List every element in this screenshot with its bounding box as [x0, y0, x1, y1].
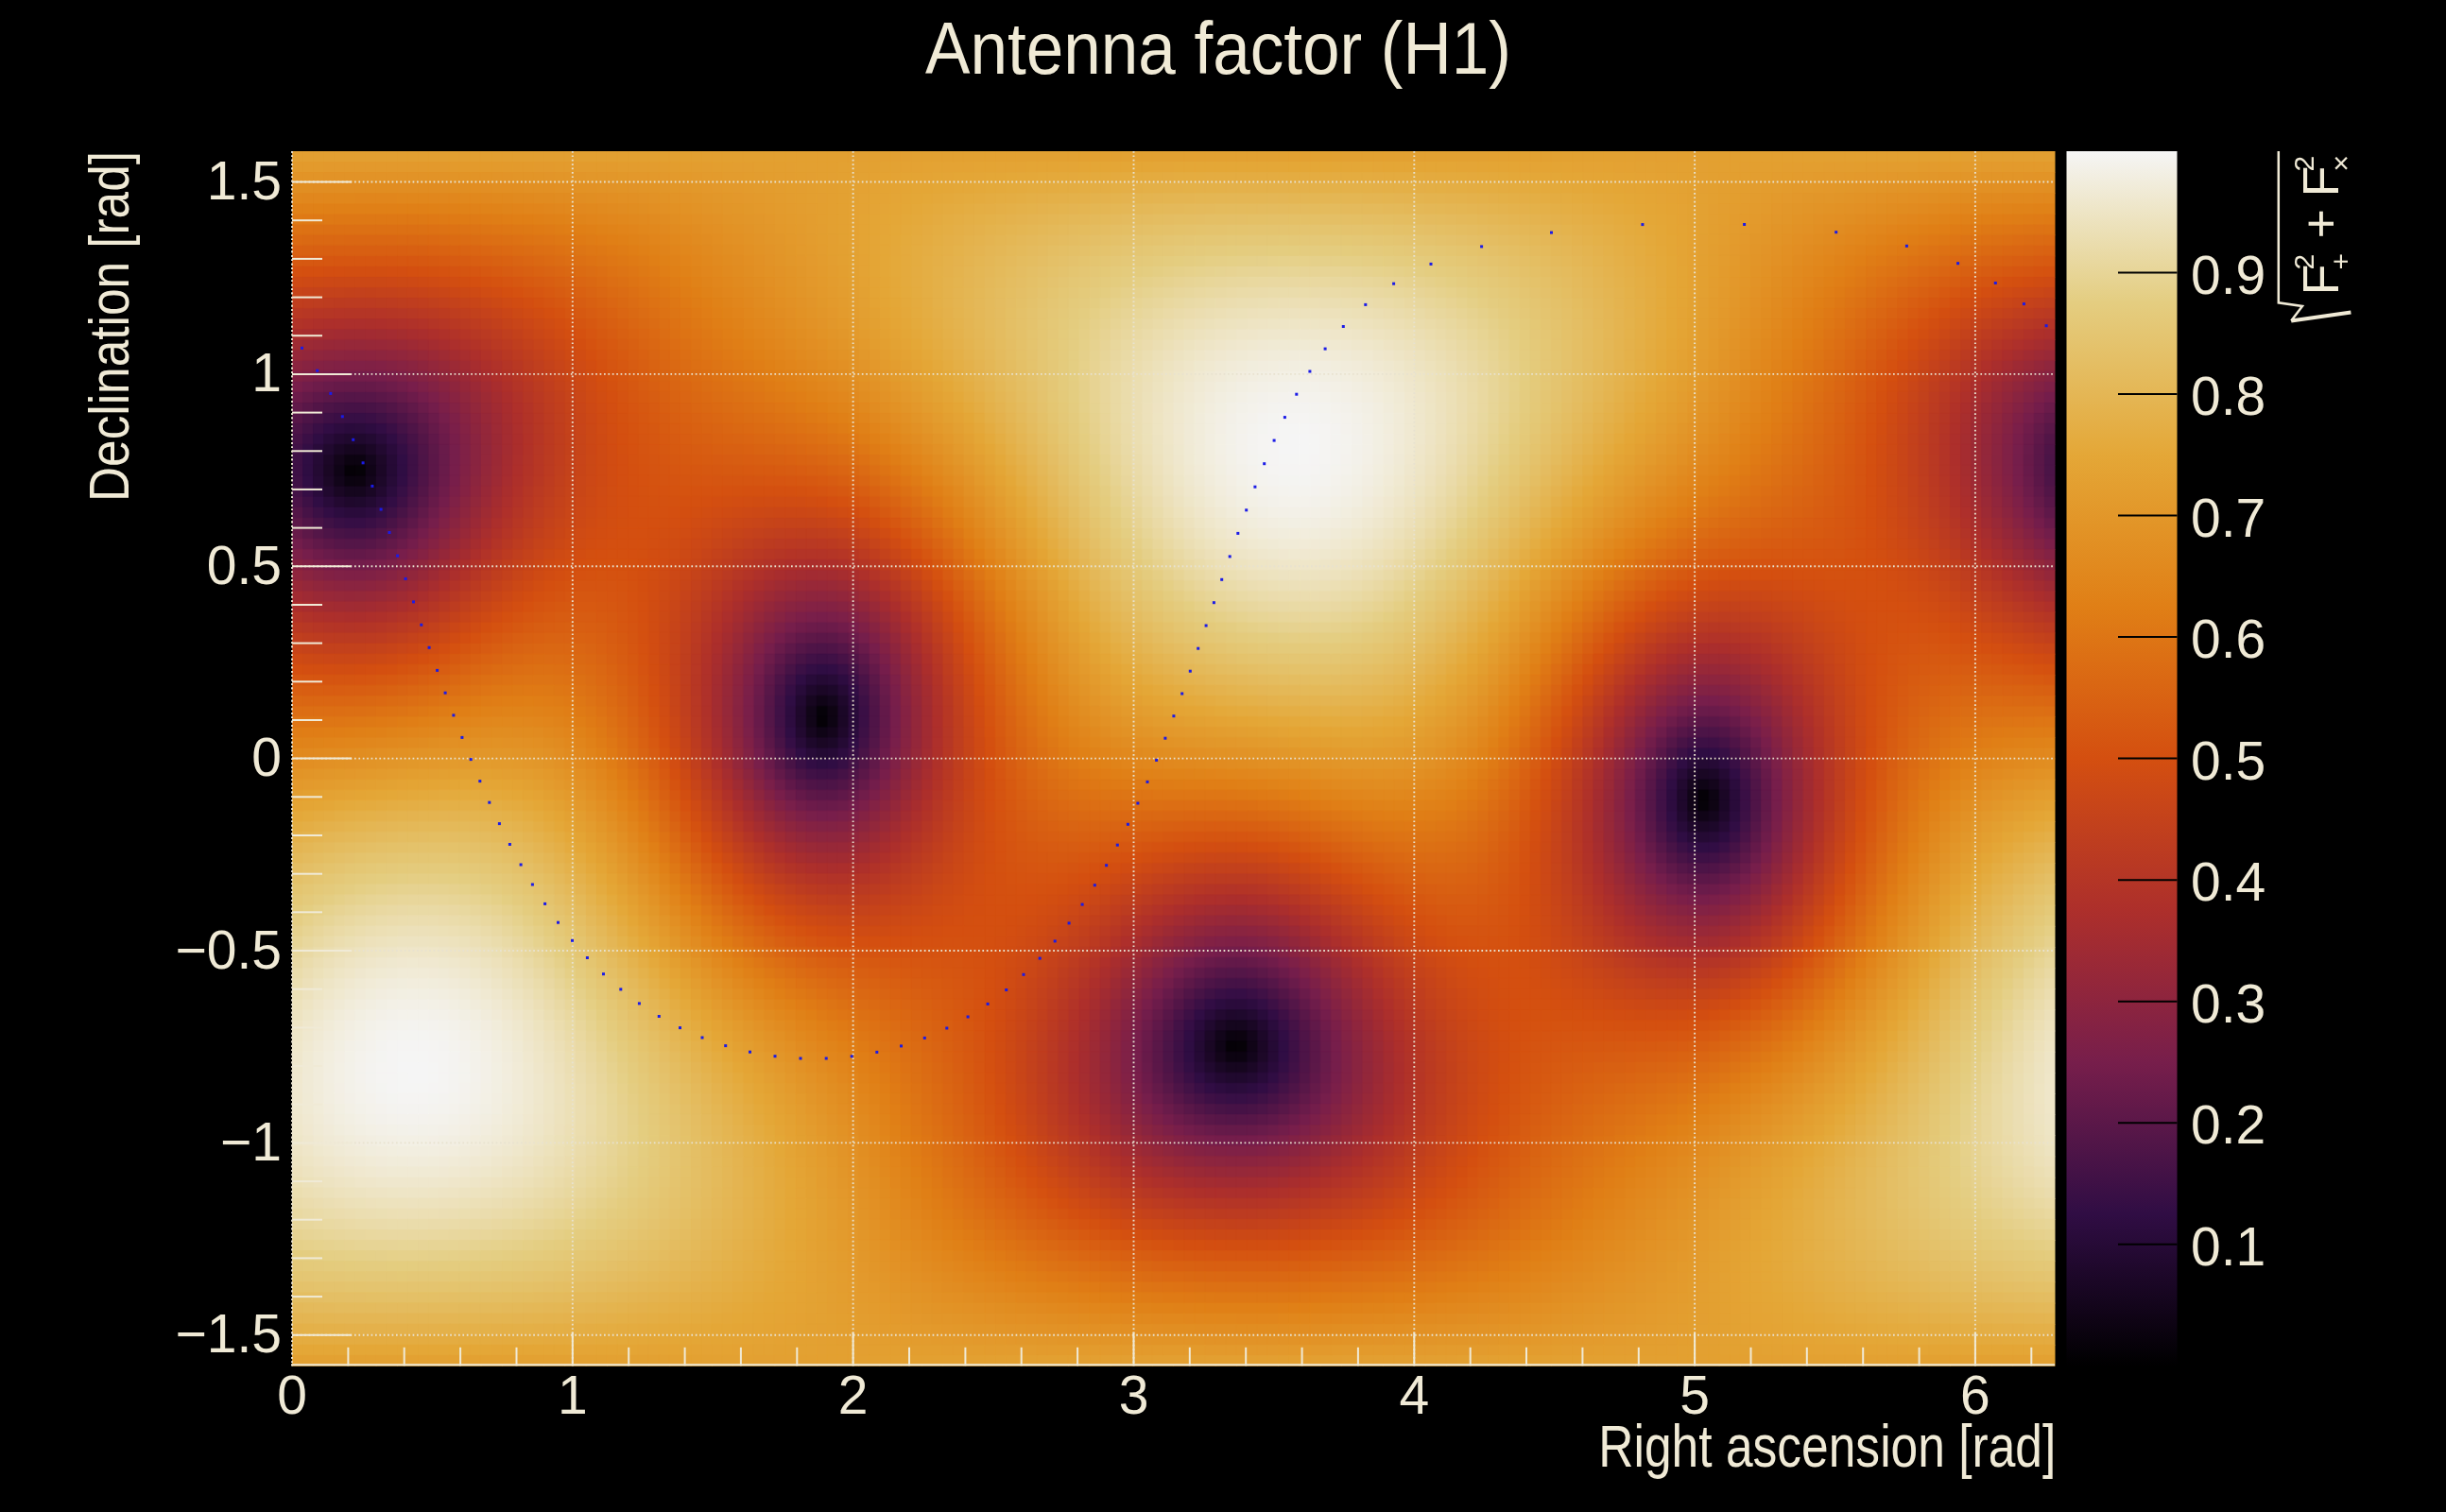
- svg-text:Declination [rad]: Declination [rad]: [78, 151, 141, 502]
- svg-text:2: 2: [2288, 156, 2319, 172]
- svg-text:4: 4: [1399, 1365, 1429, 1425]
- svg-text:−0.5: −0.5: [175, 919, 282, 980]
- svg-text:−1.5: −1.5: [175, 1303, 282, 1364]
- svg-text:0.5: 0.5: [2191, 730, 2265, 791]
- svg-text:0.9: 0.9: [2191, 245, 2265, 305]
- svg-text:0.8: 0.8: [2191, 366, 2265, 426]
- svg-text:3: 3: [1119, 1365, 1149, 1425]
- svg-text:2: 2: [838, 1365, 869, 1425]
- svg-text:×: ×: [2325, 155, 2356, 172]
- svg-text:0: 0: [251, 727, 282, 787]
- svg-text:0.3: 0.3: [2191, 973, 2265, 1034]
- svg-text:0.5: 0.5: [207, 535, 282, 595]
- svg-text:Right ascension [rad]: Right ascension [rad]: [1598, 1413, 2056, 1479]
- svg-text:0.7: 0.7: [2191, 488, 2265, 548]
- svg-text:Antenna factor (H1): Antenna factor (H1): [925, 7, 1511, 90]
- svg-text:0.6: 0.6: [2191, 609, 2265, 669]
- svg-text:−1: −1: [220, 1111, 282, 1172]
- svg-text:1: 1: [558, 1365, 588, 1425]
- svg-text:0.2: 0.2: [2191, 1094, 2265, 1155]
- svg-text:0: 0: [277, 1365, 307, 1425]
- svg-text:1: 1: [251, 342, 282, 403]
- svg-text:2: 2: [2288, 254, 2319, 270]
- svg-text:0.1: 0.1: [2191, 1216, 2265, 1277]
- svg-text:0.4: 0.4: [2191, 851, 2265, 912]
- svg-text:1.5: 1.5: [207, 150, 282, 211]
- svg-text:+: +: [2325, 253, 2356, 270]
- svg-text:+: +: [2292, 209, 2349, 239]
